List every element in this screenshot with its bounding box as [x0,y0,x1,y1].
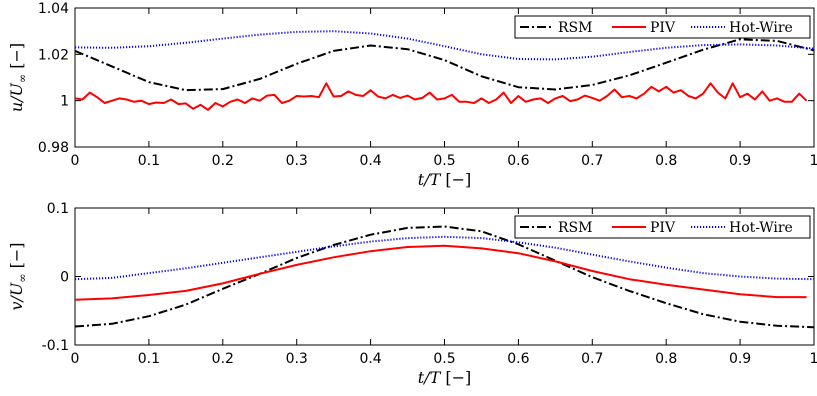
x-tick-label: 0.7 [581,153,603,169]
x-tick-label: 0 [71,153,80,169]
x-tick-label: 0.9 [729,351,751,367]
chart-panel-1: 0 0.1 0.2 0.3 0.4 0.5 0.6 0.7 0.8 0.9 1 0.98 1 1.02 1.… [7,1,817,189]
legend: RSM PIV Hot-Wire [514,215,811,239]
series-line-piv [75,244,807,301]
y-tick-label: 0 [60,270,69,286]
legend-box [514,15,811,39]
legend-label-piv: PIV [650,20,676,36]
series-line-hotwire [75,30,814,61]
y-tick-label: 1.04 [38,1,69,17]
series-line-rsm [75,225,814,329]
x-tick-label: 0.5 [433,351,455,367]
x-tick-label: 0 [71,351,80,367]
legend: RSM PIV Hot-Wire [514,15,811,39]
y-tick-label: 1 [60,94,69,110]
y-tick-label: 0.98 [38,140,69,156]
legend-label-hotwire: Hot-Wire [729,20,793,36]
legend-label-rsm: RSM [558,20,592,36]
x-tick-label: 0.5 [433,153,455,169]
y-axis-label: u/U∞ [−] [7,43,29,112]
x-tick-label: 1 [810,153,817,169]
x-tick-label: 0.1 [138,153,160,169]
x-tick-label: 0.8 [655,153,677,169]
x-tick-label: 0.2 [212,153,234,169]
x-tick-label: 0.8 [655,351,677,367]
y-tick-label: -0.1 [42,338,69,354]
x-tick-label: 0.6 [507,351,529,367]
x-tick-label: 0.6 [507,153,529,169]
x-axis-label: t/T [−] [418,368,471,387]
legend-label-hotwire: Hot-Wire [729,220,793,236]
y-tick-label: 1.02 [38,47,69,63]
series-line-hotwire [75,235,814,281]
x-tick-label: 0.1 [138,351,160,367]
x-tick-label: 0.9 [729,153,751,169]
x-axis-label: t/T [−] [418,170,471,189]
x-tick-label: 0.4 [359,153,381,169]
y-tick-label: 0.1 [47,201,69,217]
series-line-rsm [75,38,814,92]
x-tick-label: 0.3 [286,351,308,367]
series-line-piv [75,82,808,111]
chart-panel-2: 0 0.1 0.2 0.3 0.4 0.5 0.6 0.7 0.8 0.9 1-0.100.1t/T… [7,201,817,387]
legend-label-piv: PIV [650,220,676,236]
x-tick-label: 0.3 [286,153,308,169]
x-tick-label: 0.4 [359,351,381,367]
x-tick-label: 0.7 [581,351,603,367]
y-axis-label: v/U∞ [−] [7,242,29,310]
x-tick-label: 0.2 [212,351,234,367]
legend-label-rsm: RSM [558,220,592,236]
legend-box [514,215,811,239]
x-tick-label: 1 [810,351,817,367]
